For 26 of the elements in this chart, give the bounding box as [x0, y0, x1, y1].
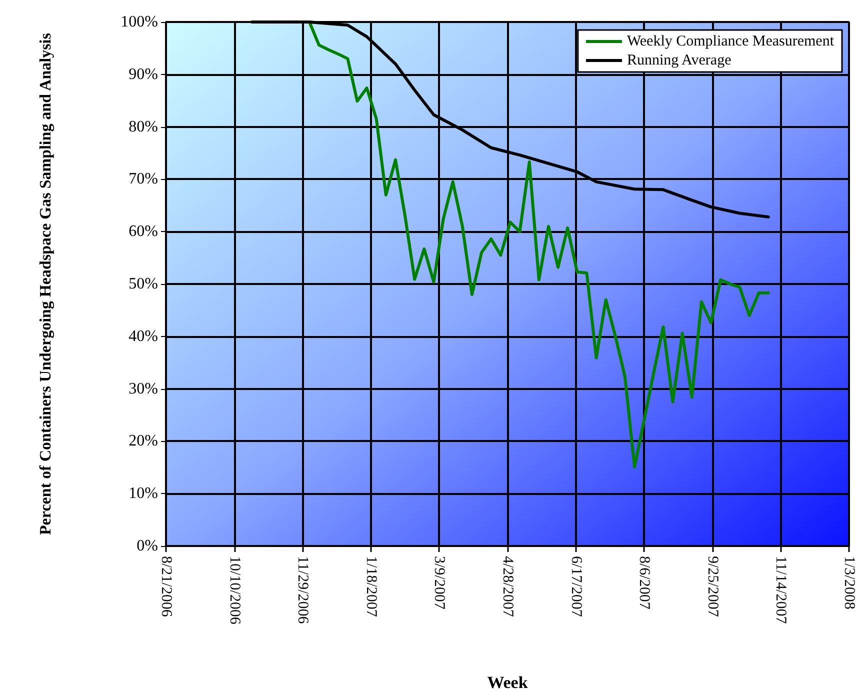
x-tick-label: 8/21/2006: [158, 556, 174, 618]
y-axis-title: Percent of Containers Undergoing Headspace Gas Sampling and Analysis: [38, 33, 54, 535]
x-tick-label: 1/18/2007: [362, 556, 379, 618]
y-tick-label: 80%: [128, 118, 158, 136]
x-tick-label: 10/10/2006: [226, 556, 242, 625]
y-tick-label: 40%: [128, 328, 158, 345]
x-tick-label: 6/17/2007: [568, 556, 584, 618]
y-tick-label: 50%: [128, 276, 158, 292]
legend-label: Running Average: [626, 52, 732, 68]
x-tick-label: 8/6/2007: [636, 556, 652, 610]
x-tick-label: 3/9/2007: [431, 556, 448, 610]
x-tick-label: 4/28/2007: [500, 556, 516, 618]
y-tick-label: 60%: [128, 223, 158, 240]
legend-label: Weekly Compliance Measurement: [626, 34, 835, 50]
x-axis-title: Week: [487, 673, 528, 692]
x-tick-label: 9/25/2007: [704, 556, 720, 618]
x-tick-label: 11/29/2006: [294, 556, 311, 624]
y-tick-label: 90%: [128, 66, 158, 83]
y-tick-label: 20%: [128, 432, 158, 450]
y-tick-label: 10%: [128, 485, 158, 502]
y-tick-label: 30%: [128, 380, 158, 398]
x-tick-label: 1/3/2008: [841, 556, 857, 610]
y-tick-label: 100%: [120, 14, 158, 30]
x-tick-label: 11/14/2007: [772, 556, 789, 624]
y-tick-label: 70%: [128, 170, 158, 188]
y-tick-label: 0%: [136, 538, 158, 554]
